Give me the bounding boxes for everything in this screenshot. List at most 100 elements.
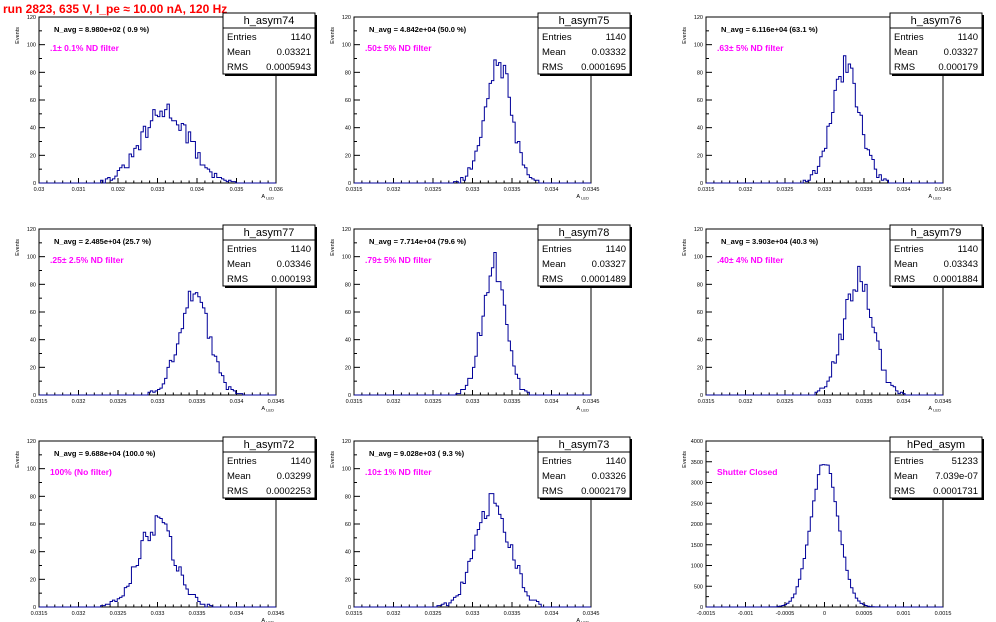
filter-note: .1± 0.1% ND filter [50,43,120,53]
histogram-name: h_asym72 [244,439,295,451]
y-tick-label: 100 [694,255,703,261]
stat-label: Entries [227,32,257,43]
stat-value: 1140 [606,32,626,43]
x-tick-label: -0.0005 [776,611,795,617]
x-tick-label: 0.034 [897,399,911,405]
n-avg-label: N_avg = 4.842e+04 (50.0 %) [369,25,467,34]
x-tick-label: 0.0345 [583,611,600,617]
x-tick-label: 0.0335 [504,187,521,193]
histogram-name: h_asym79 [911,227,962,239]
stat-value: 1140 [606,456,626,467]
y-tick-label: 2500 [691,501,703,507]
y-tick-label: 1500 [691,543,703,549]
y-tick-label: 100 [342,43,351,49]
histogram-line [354,59,591,184]
stat-label: Mean [894,259,918,270]
stat-value: 51233 [952,456,978,467]
y-tick-label: 120 [342,439,351,445]
stat-label: RMS [542,274,563,285]
n-avg-label: N_avg = 8.980e+02 ( 0.9 %) [54,25,150,34]
y-tick-label: 20 [697,153,703,159]
stat-label: RMS [894,62,915,73]
histogram-line [706,464,943,608]
y-tick-label: 80 [30,282,36,288]
stats-box [889,12,983,75]
histogram-name: h_asym78 [559,227,610,239]
x-tick-label: 0.034 [545,399,559,405]
stats-box [537,224,631,287]
histogram-name: h_asym74 [244,15,295,27]
y-axis-title: Events [15,451,21,468]
x-tick-label: 0.0345 [268,611,285,617]
x-tick-label: 0.033 [818,187,832,193]
y-tick-label: 120 [342,15,351,21]
filter-note: .25± 2.5% ND filter [50,255,124,265]
x-tick-label: 0.0325 [425,399,442,405]
stat-value: 0.03299 [277,471,311,482]
histogram-line [39,290,276,396]
x-tick-label: 0.0345 [935,187,952,193]
stat-value: 0.0002179 [581,486,626,497]
stat-label: RMS [227,62,248,73]
x-tick-label: 0.0005 [856,611,873,617]
y-tick-label: 20 [345,577,351,583]
stat-value: 1140 [958,32,978,43]
x-tick-label: 0.0315 [346,187,363,193]
y-tick-label: 20 [30,153,36,159]
x-tick-label: 0.0315 [346,611,363,617]
stat-value: 0.0001731 [933,486,978,497]
x-tick-label: 0.0315 [31,399,48,405]
x-axis-title: A LED [576,406,589,413]
stat-label: RMS [894,486,915,497]
y-tick-label: 0 [700,393,703,399]
y-tick-label: 40 [30,550,36,556]
x-tick-label: 0.034 [230,399,244,405]
histogram-panel-h_asym75: 0.0315 0.032 0.0325 0.033 0.0335 0.034 0.0345 0… [330,12,632,201]
y-tick-label: 100 [27,467,36,473]
x-tick-label: 0.0315 [346,399,363,405]
stats-box [889,224,983,287]
stats-box [889,436,983,499]
y-tick-label: 120 [27,15,36,21]
stat-label: Entries [542,32,572,43]
filter-note: Shutter Closed [717,467,777,477]
n-avg-label: N_avg = 7.714e+04 (79.6 %) [369,237,467,246]
y-tick-label: 0 [33,181,36,187]
y-tick-label: 80 [345,70,351,76]
x-tick-label: 0.034 [545,611,559,617]
x-tick-label: 0.033 [151,399,165,405]
filter-note: 100% (No filter) [50,467,112,477]
stat-value: 0.03332 [592,47,626,58]
y-tick-label: 120 [27,439,36,445]
histogram-name: h_asym73 [559,439,610,451]
y-tick-label: 40 [697,126,703,132]
stat-label: Mean [542,47,566,58]
stat-label: RMS [542,486,563,497]
y-tick-label: 3000 [691,481,703,487]
histogram-name: h_asym75 [559,15,610,27]
y-tick-label: 120 [694,15,703,21]
histogram-line [706,55,943,184]
x-tick-label: 0.03 [34,187,45,193]
x-tick-label: 0.0015 [935,611,952,617]
y-axis-title: Events [15,27,21,44]
histogram-name: h_asym76 [911,15,962,27]
y-tick-label: 0 [33,605,36,611]
y-tick-label: 60 [345,98,351,104]
histogram-panel-h_asym74: 0.03 0.031 0.032 0.033 0.034 0.035 0.036 0 20 40 6… [15,12,317,201]
filter-note: .79± 5% ND filter [365,255,432,265]
y-tick-label: 4000 [691,439,703,445]
histogram-line [39,103,276,184]
x-tick-label: 0.0325 [110,399,127,405]
stat-label: Mean [542,259,566,270]
histogram-panel-h_asym78: 0.0315 0.032 0.0325 0.033 0.0335 0.034 0.0345 0… [330,224,632,413]
y-tick-label: 3500 [691,460,703,466]
stat-label: Mean [227,259,251,270]
x-tick-label: 0.0325 [110,611,127,617]
histogram-panel-h_asym79: 0.0315 0.032 0.0325 0.033 0.0335 0.034 0.0345 0… [682,224,984,413]
stats-box [537,436,631,499]
y-tick-label: 100 [694,43,703,49]
stat-label: Entries [894,456,924,467]
y-tick-label: 0 [348,605,351,611]
